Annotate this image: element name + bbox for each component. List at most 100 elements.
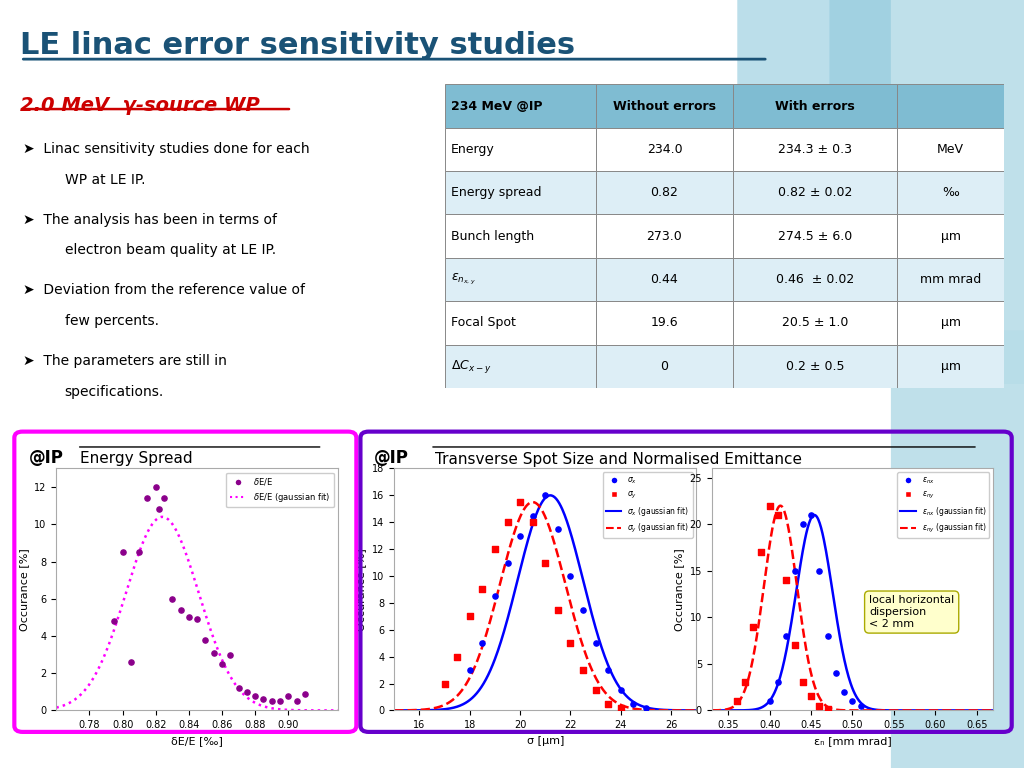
Text: ➤  The analysis has been in terms of: ➤ The analysis has been in terms of (23, 213, 276, 227)
Point (462, 664, 478, 677)
Text: Energy: Energy (451, 143, 495, 156)
Point (180, 611, 197, 624)
Text: 273.0: 273.0 (646, 230, 682, 243)
Bar (445, 171, 596, 214)
Bar (445, 301, 596, 345)
Point (537, 489, 553, 502)
Point (512, 530, 528, 542)
Point (214, 657, 230, 670)
Bar (733, 301, 897, 345)
Point (550, 604, 566, 616)
Point (853, 700, 869, 712)
Point (762, 499, 778, 511)
Point (770, 509, 786, 521)
Text: ➤  The parameters are still in: ➤ The parameters are still in (23, 354, 226, 368)
Point (115, 546, 131, 558)
Point (230, 682, 247, 694)
Text: 0.82: 0.82 (650, 187, 679, 200)
FancyBboxPatch shape (737, 0, 891, 338)
Point (612, 684, 629, 697)
Point (836, 686, 852, 698)
Point (728, 695, 744, 707)
Y-axis label: Occurance [%]: Occurance [%] (356, 548, 367, 631)
Point (612, 702, 629, 714)
Point (239, 686, 255, 698)
X-axis label: δE/E [‰]: δE/E [‰] (171, 736, 223, 746)
Bar (897, 171, 1004, 214)
Point (786, 639, 803, 651)
Bar (897, 84, 1004, 127)
Text: 234.0: 234.0 (647, 143, 682, 156)
Text: 20.5 ± 1.0: 20.5 ± 1.0 (782, 316, 848, 329)
Point (474, 637, 490, 650)
Bar (445, 84, 596, 127)
Point (550, 523, 566, 535)
Text: 0: 0 (660, 359, 669, 372)
Bar (596, 258, 733, 301)
Point (770, 677, 786, 689)
FancyBboxPatch shape (891, 330, 1024, 768)
Point (795, 518, 811, 531)
Point (271, 695, 288, 707)
X-axis label: εₙ [mm mrad]: εₙ [mm mrad] (814, 736, 891, 746)
Point (778, 574, 795, 586)
Y-axis label: Occurance [%]: Occurance [%] (18, 548, 29, 631)
Point (626, 697, 642, 710)
Text: Without errors: Without errors (613, 100, 716, 113)
Text: few percents.: few percents. (65, 314, 159, 328)
Bar (596, 171, 733, 214)
Bar (897, 258, 1004, 301)
Bar (445, 127, 596, 171)
Bar (596, 301, 733, 345)
Y-axis label: Occurance [%]: Occurance [%] (674, 548, 684, 631)
Text: $\varepsilon_{n_{x,y}}$: $\varepsilon_{n_{x,y}}$ (451, 272, 476, 287)
Point (795, 677, 811, 689)
Bar (445, 214, 596, 258)
Text: Focal Spot: Focal Spot (451, 316, 516, 329)
Point (206, 647, 222, 659)
Text: 0.44: 0.44 (650, 273, 678, 286)
Point (803, 690, 819, 703)
Point (151, 503, 167, 515)
Point (819, 703, 836, 715)
Point (811, 700, 827, 712)
X-axis label: σ [μm]: σ [μm] (526, 736, 564, 746)
Point (827, 667, 844, 680)
Point (289, 695, 305, 707)
Text: LE linac error sensitivity studies: LE linac error sensitivity studies (20, 31, 575, 60)
Point (474, 584, 490, 596)
Point (524, 516, 541, 528)
Bar (897, 214, 1004, 258)
Bar (733, 84, 897, 127)
Point (131, 546, 147, 558)
Text: Energy Spread: Energy Spread (80, 451, 193, 466)
Point (819, 630, 836, 642)
Bar (897, 301, 1004, 345)
Point (574, 664, 591, 677)
Point (537, 556, 553, 568)
Bar (733, 214, 897, 258)
Point (600, 664, 616, 677)
Point (762, 695, 778, 707)
Text: ➤  Linac sensitivity studies done for each: ➤ Linac sensitivity studies done for eac… (23, 142, 309, 156)
Text: local horizontal
dispersion
< 2 mm: local horizontal dispersion < 2 mm (869, 595, 954, 629)
Text: specifications.: specifications. (65, 385, 164, 399)
Point (147, 481, 164, 493)
Text: μm: μm (940, 316, 961, 329)
Point (486, 543, 503, 555)
Bar (596, 345, 733, 388)
Text: electron beam quality at LE IP.: electron beam quality at LE IP. (65, 243, 275, 257)
Text: @IP: @IP (29, 449, 63, 467)
Point (500, 516, 516, 528)
Point (500, 556, 516, 568)
Point (172, 604, 188, 616)
Text: ➤  Deviation from the reference value of: ➤ Deviation from the reference value of (23, 283, 304, 297)
Text: @IP: @IP (374, 449, 409, 467)
Point (803, 509, 819, 521)
Text: Transverse Spot Size and Normalised Emittance: Transverse Spot Size and Normalised Emit… (435, 452, 802, 467)
Point (744, 621, 761, 633)
Point (562, 570, 579, 582)
Bar (897, 127, 1004, 171)
Point (638, 702, 654, 714)
Point (844, 695, 860, 707)
